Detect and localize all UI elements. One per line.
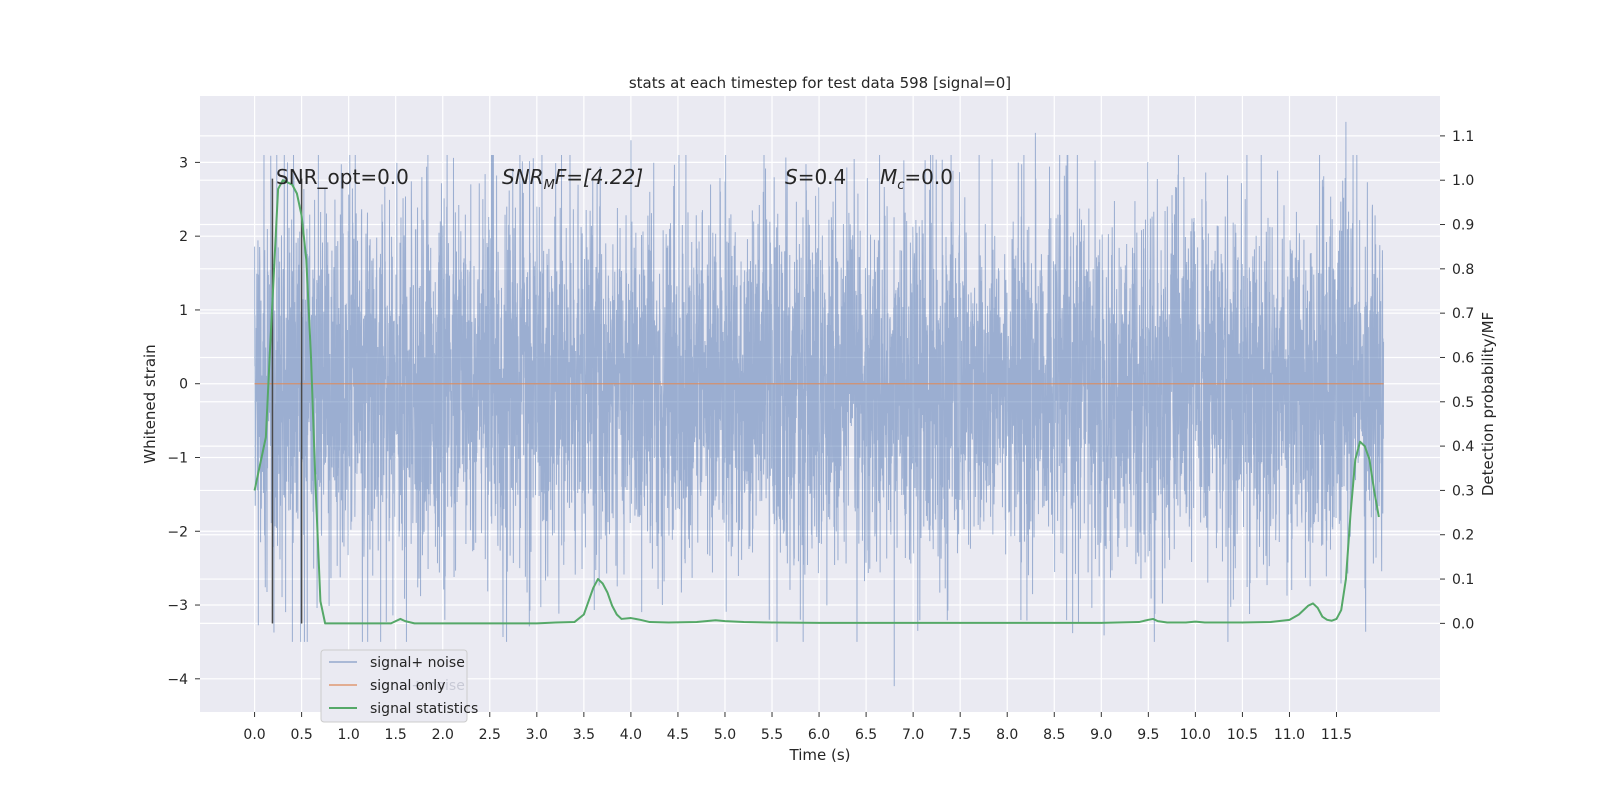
x-tick-label: 0.0 xyxy=(243,727,265,743)
x-ticks: 0.0 0.5 1.0 1.5 2.0 2.5 3.0 3.5 4.0 4.5 5.0 5.5 6.0 6… xyxy=(243,712,1352,743)
right-y-tick-label: 1.1 xyxy=(1452,129,1474,145)
right-y-tick-label: 0.0 xyxy=(1452,616,1474,632)
y-axis-label-right: Detection probability/MF xyxy=(1479,312,1497,496)
x-tick-label: 4.5 xyxy=(667,727,689,743)
annotation-mc: Mc=0.0 xyxy=(880,165,953,193)
series-signal-noise xyxy=(254,121,1385,687)
signal-noise-line xyxy=(254,121,1385,687)
y-tick-label: 1 xyxy=(179,303,188,319)
series-markers xyxy=(271,178,303,624)
x-tick-label: 10.5 xyxy=(1227,727,1258,743)
x-tick-label: 6.0 xyxy=(808,727,830,743)
x-tick-label: 6.5 xyxy=(855,727,877,743)
x-tick-label: 9.0 xyxy=(1090,727,1112,743)
right-y-tick-label: 0.2 xyxy=(1452,528,1474,544)
chart-title: stats at each timestep for test data 598… xyxy=(629,74,1011,92)
y-tick-label: −3 xyxy=(167,598,188,614)
right-y-tick-label: 0.8 xyxy=(1452,262,1474,278)
x-tick-label: 2.0 xyxy=(432,727,454,743)
x-tick-label: 1.5 xyxy=(385,727,407,743)
y-ticks-right: 1.1 1.0 0.9 0.8 0.7 0.6 0.5 0.4 0.3 0.2 0.1 0.0 xyxy=(1440,129,1474,632)
x-tick-label: 8.0 xyxy=(996,727,1018,743)
annotation-s-rest: =0.4 xyxy=(798,165,847,189)
series-signal-statistics xyxy=(253,179,1380,625)
x-axis-label: Time (s) xyxy=(789,746,851,764)
x-tick-label: 3.0 xyxy=(526,727,548,743)
annotation-snr-mf-sub: M xyxy=(544,178,555,193)
annotation-snr-mf: SNRMF=[4.22] xyxy=(502,165,643,193)
x-tick-label: 7.0 xyxy=(902,727,924,743)
y-tick-label: 2 xyxy=(179,229,188,245)
x-tick-label: 10.0 xyxy=(1180,727,1211,743)
annotation-s-main: S xyxy=(785,165,798,189)
x-tick-label: 2.5 xyxy=(479,727,501,743)
annotation-mc-rest: =0.0 xyxy=(904,165,953,189)
signal-statistics-line xyxy=(253,179,1380,625)
x-tick-label: 8.5 xyxy=(1043,727,1065,743)
y-tick-label: 3 xyxy=(179,155,188,171)
right-y-tick-label: 0.6 xyxy=(1452,350,1474,366)
x-tick-label: 3.5 xyxy=(573,727,595,743)
y-axis-label: Whitened strain xyxy=(141,344,159,463)
x-tick-label: 11.0 xyxy=(1274,727,1305,743)
x-tick-label: 9.5 xyxy=(1137,727,1159,743)
y-ticks: 3 2 1 0 −1 −2 −3 −4 xyxy=(167,155,200,688)
x-tick-label: 0.5 xyxy=(290,727,312,743)
y-tick-label: −2 xyxy=(167,524,188,540)
x-tick-label: 7.5 xyxy=(949,727,971,743)
x-tick-label: 11.5 xyxy=(1321,727,1352,743)
right-y-tick-label: 0.1 xyxy=(1452,572,1474,588)
annotation-snr-mf-main: SNR xyxy=(502,165,544,189)
legend: signal+ noise signal+ noise signal only … xyxy=(320,649,478,723)
annotation-mc-main: M xyxy=(880,165,897,189)
right-y-tick-label: 1.0 xyxy=(1452,173,1474,189)
annotation-s: S=0.4 xyxy=(785,165,846,189)
y-tick-label: −1 xyxy=(167,450,188,466)
legend-ghost-text: signal+ noise xyxy=(370,678,465,694)
legend-label-signal-statistics: signal statistics xyxy=(370,701,478,717)
annotation-snr-mf-rest: F=[4.22] xyxy=(555,165,643,189)
legend-label-signal-only: signal only xyxy=(370,678,445,694)
y-tick-label: 0 xyxy=(179,377,188,393)
right-y-tick-label: 0.3 xyxy=(1452,483,1474,499)
annotation-snr-opt: SNR_opt=0.0 xyxy=(276,165,409,189)
annotation-mc-sub: c xyxy=(897,178,904,193)
right-y-tick-label: 0.7 xyxy=(1452,306,1474,322)
legend-box xyxy=(320,649,468,723)
x-tick-label: 5.0 xyxy=(714,727,736,743)
right-y-tick-label: 0.4 xyxy=(1452,439,1474,455)
x-tick-label: 4.0 xyxy=(620,727,642,743)
x-tick-label: 5.5 xyxy=(761,727,783,743)
legend-label-signal-noise: signal+ noise xyxy=(370,655,465,671)
y-tick-label: −4 xyxy=(167,672,188,688)
x-tick-label: 1.0 xyxy=(338,727,360,743)
right-y-tick-label: 0.9 xyxy=(1452,218,1474,234)
right-y-tick-label: 0.5 xyxy=(1452,395,1474,411)
